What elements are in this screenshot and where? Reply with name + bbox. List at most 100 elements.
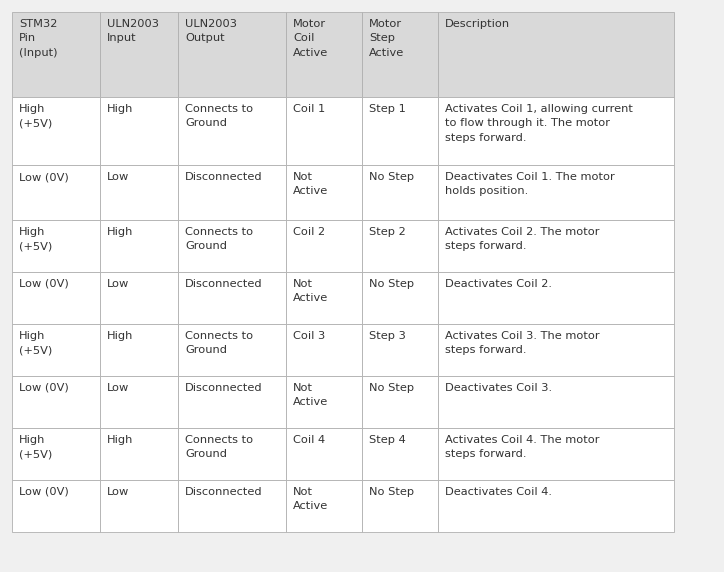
Text: Motor
Step
Active: Motor Step Active xyxy=(369,19,404,58)
Bar xyxy=(12,97,100,165)
Bar xyxy=(438,165,674,220)
Bar xyxy=(286,165,362,220)
Bar xyxy=(100,480,178,532)
Bar xyxy=(438,12,674,97)
Text: High: High xyxy=(107,331,133,341)
Bar xyxy=(286,428,362,480)
Text: ULN2003
Input: ULN2003 Input xyxy=(107,19,159,43)
Text: Description: Description xyxy=(445,19,510,29)
Text: Disconnected: Disconnected xyxy=(185,383,263,393)
Text: Disconnected: Disconnected xyxy=(185,172,263,182)
Text: High
(+5V): High (+5V) xyxy=(19,435,52,459)
Bar xyxy=(438,428,674,480)
Bar xyxy=(438,97,674,165)
Bar xyxy=(12,376,100,428)
Text: Low: Low xyxy=(107,279,130,289)
Text: ULN2003
Output: ULN2003 Output xyxy=(185,19,237,43)
Text: Coil 3: Coil 3 xyxy=(293,331,325,341)
Text: Connects to
Ground: Connects to Ground xyxy=(185,331,253,355)
Text: Not
Active: Not Active xyxy=(293,172,328,196)
Bar xyxy=(178,428,286,480)
Text: Deactivates Coil 4.: Deactivates Coil 4. xyxy=(445,487,552,497)
Bar xyxy=(12,480,100,532)
Bar xyxy=(178,97,286,165)
Bar xyxy=(438,324,674,376)
Bar xyxy=(100,12,178,97)
Bar xyxy=(178,272,286,324)
Bar xyxy=(362,428,438,480)
Text: No Step: No Step xyxy=(369,172,414,182)
Text: High
(+5V): High (+5V) xyxy=(19,331,52,355)
Text: Step 1: Step 1 xyxy=(369,104,406,114)
Text: No Step: No Step xyxy=(369,487,414,497)
Bar xyxy=(100,324,178,376)
Text: Connects to
Ground: Connects to Ground xyxy=(185,104,253,128)
Bar xyxy=(362,272,438,324)
Bar xyxy=(100,165,178,220)
Bar xyxy=(100,97,178,165)
Bar xyxy=(286,376,362,428)
Text: Activates Coil 1, allowing current
to flow through it. The motor
steps forward.: Activates Coil 1, allowing current to fl… xyxy=(445,104,633,143)
Text: No Step: No Step xyxy=(369,279,414,289)
Text: Connects to
Ground: Connects to Ground xyxy=(185,227,253,252)
Text: Not
Active: Not Active xyxy=(293,279,328,303)
Text: Coil 2: Coil 2 xyxy=(293,227,325,237)
Bar xyxy=(12,428,100,480)
Bar xyxy=(286,97,362,165)
Text: Step 2: Step 2 xyxy=(369,227,405,237)
Bar xyxy=(178,220,286,272)
Text: Coil 4: Coil 4 xyxy=(293,435,325,445)
Text: High: High xyxy=(107,435,133,445)
Bar xyxy=(362,97,438,165)
Text: Step 4: Step 4 xyxy=(369,435,405,445)
Text: High: High xyxy=(107,104,133,114)
Text: Deactivates Coil 1. The motor
holds position.: Deactivates Coil 1. The motor holds posi… xyxy=(445,172,615,196)
Text: Low (0V): Low (0V) xyxy=(19,279,69,289)
Bar xyxy=(362,165,438,220)
Bar xyxy=(100,428,178,480)
Bar xyxy=(178,324,286,376)
Text: Deactivates Coil 2.: Deactivates Coil 2. xyxy=(445,279,552,289)
Bar xyxy=(362,324,438,376)
Text: Coil 1: Coil 1 xyxy=(293,104,325,114)
Text: Activates Coil 3. The motor
steps forward.: Activates Coil 3. The motor steps forwar… xyxy=(445,331,599,355)
Bar xyxy=(178,480,286,532)
Bar xyxy=(438,376,674,428)
Text: High
(+5V): High (+5V) xyxy=(19,227,52,252)
Bar xyxy=(438,220,674,272)
Bar xyxy=(12,324,100,376)
Bar xyxy=(286,12,362,97)
Text: Low (0V): Low (0V) xyxy=(19,383,69,393)
Text: No Step: No Step xyxy=(369,383,414,393)
Text: Connects to
Ground: Connects to Ground xyxy=(185,435,253,459)
Bar xyxy=(100,376,178,428)
Bar xyxy=(12,272,100,324)
Text: Activates Coil 4. The motor
steps forward.: Activates Coil 4. The motor steps forwar… xyxy=(445,435,599,459)
Text: Low (0V): Low (0V) xyxy=(19,487,69,497)
Bar xyxy=(12,165,100,220)
Text: Low: Low xyxy=(107,172,130,182)
Bar xyxy=(100,220,178,272)
Text: Step 3: Step 3 xyxy=(369,331,406,341)
Text: Disconnected: Disconnected xyxy=(185,279,263,289)
Text: Disconnected: Disconnected xyxy=(185,487,263,497)
Bar xyxy=(12,12,100,97)
Bar xyxy=(286,272,362,324)
Text: Motor
Coil
Active: Motor Coil Active xyxy=(293,19,328,58)
Bar xyxy=(286,480,362,532)
Text: High: High xyxy=(107,227,133,237)
Bar xyxy=(362,376,438,428)
Text: Low: Low xyxy=(107,487,130,497)
Text: Not
Active: Not Active xyxy=(293,383,328,407)
Bar xyxy=(362,12,438,97)
Text: High
(+5V): High (+5V) xyxy=(19,104,52,128)
Text: Deactivates Coil 3.: Deactivates Coil 3. xyxy=(445,383,552,393)
Bar xyxy=(178,376,286,428)
Bar xyxy=(178,12,286,97)
Text: STM32
Pin
(Input): STM32 Pin (Input) xyxy=(19,19,57,58)
Bar xyxy=(362,480,438,532)
Bar xyxy=(100,272,178,324)
Bar xyxy=(362,220,438,272)
Bar xyxy=(12,220,100,272)
Bar xyxy=(438,480,674,532)
